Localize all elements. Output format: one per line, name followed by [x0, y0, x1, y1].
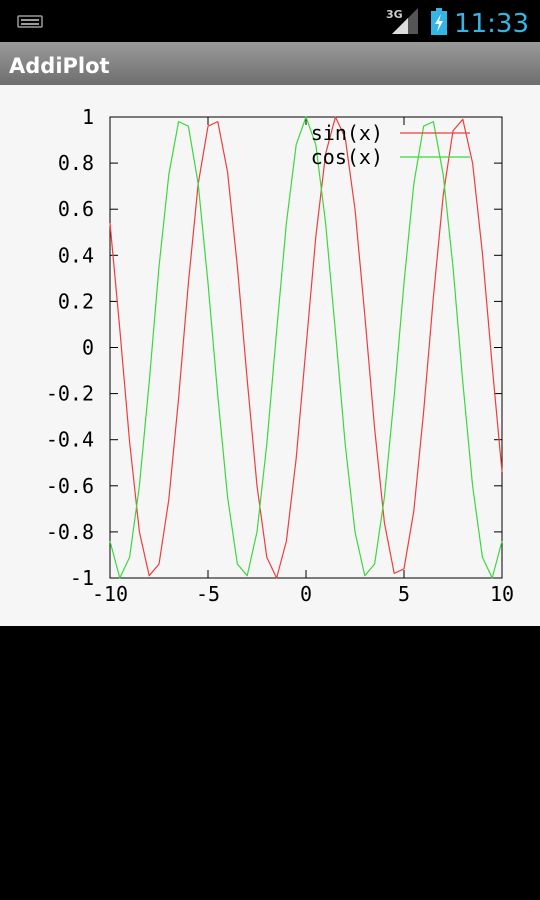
chart: -1 -0.8 -0.6 -0.4 -0.2 0 0.2 0.4 0.6 0.8 1 -10 -5 0 5 1…	[46, 105, 514, 606]
legend-label: sin(x)	[311, 121, 383, 145]
status-bar	[0, 0, 540, 42]
y-tick-label: -0.4	[46, 428, 94, 452]
x-tick-label: -5	[196, 582, 220, 606]
x-tick-label: 0	[300, 582, 312, 606]
y-tick-label: -0.2	[46, 382, 94, 406]
x-tick-label: -10	[92, 582, 128, 606]
keyboard-icon	[17, 15, 43, 28]
legend-label: cos(x)	[311, 145, 383, 169]
x-tick-label: 5	[398, 582, 410, 606]
y-tick-label: -0.8	[46, 520, 94, 544]
plot-canvas	[0, 85, 540, 626]
series-line	[109, 116, 503, 579]
y-tick-label: 0.6	[58, 197, 94, 221]
y-tick-label: -1	[70, 566, 94, 590]
series-line	[109, 116, 503, 579]
y-tick-label: 1	[82, 105, 94, 129]
y-tick-label: 0	[82, 336, 94, 360]
network-type: 3G	[386, 8, 403, 21]
y-tick-label: 0.8	[58, 151, 94, 175]
signal-level	[392, 18, 408, 34]
app-bar	[0, 42, 540, 85]
y-tick-label: 0.4	[58, 243, 94, 267]
battery-icon	[431, 8, 447, 35]
y-tick-label: -0.6	[46, 474, 94, 498]
y-tick-label: 0.2	[58, 289, 94, 313]
clock: 11:33	[454, 9, 529, 39]
x-tick-label: 10	[490, 582, 514, 606]
app-title: AddiPlot	[9, 54, 110, 78]
